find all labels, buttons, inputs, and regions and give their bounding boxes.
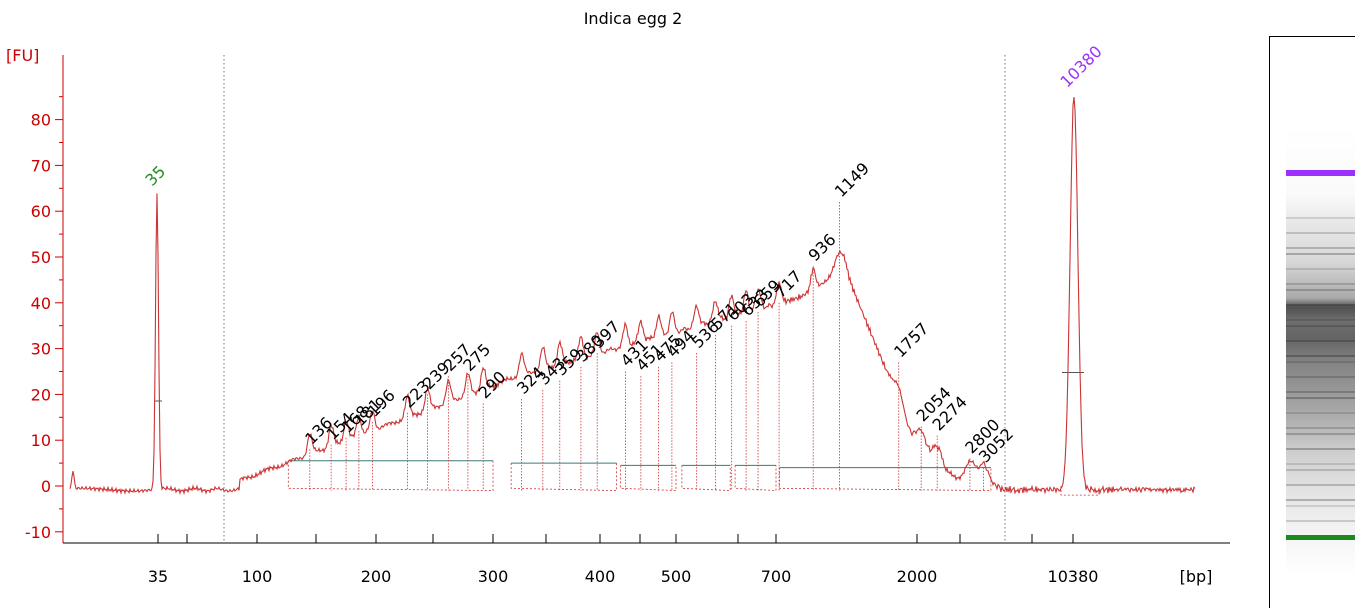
x-tick-label: 35 bbox=[148, 567, 168, 586]
gel-band-striation bbox=[1286, 376, 1355, 378]
smear-region-outline bbox=[620, 465, 677, 491]
gel-band-striation bbox=[1286, 340, 1355, 342]
gel-smear bbox=[1286, 127, 1355, 577]
y-tick-label: 60 bbox=[31, 202, 51, 221]
x-tick-label: 2000 bbox=[897, 567, 938, 586]
marker-region-outline bbox=[1060, 486, 1100, 496]
gel-band-striation bbox=[1286, 520, 1355, 522]
y-tick-label: 30 bbox=[31, 340, 51, 359]
x-tick-label: 500 bbox=[661, 567, 692, 586]
electropherogram-chart: Indica egg 2 [FU] [bp] -10 0 10 20 30 40 50 60 7… bbox=[6, 9, 1230, 586]
gel-band-striation bbox=[1286, 361, 1355, 363]
y-axis-label: [FU] bbox=[6, 46, 39, 65]
peak-label: 936 bbox=[805, 230, 840, 265]
gel-lower-marker-band bbox=[1286, 535, 1355, 540]
x-tick-label: 300 bbox=[478, 567, 509, 586]
lower-marker-label: 35 bbox=[141, 162, 169, 190]
gel-band-striation bbox=[1286, 499, 1355, 501]
y-tick-label: 20 bbox=[31, 385, 51, 404]
smear-region-outline bbox=[287, 460, 494, 491]
x-tick-label: 100 bbox=[242, 567, 273, 586]
signal-trace bbox=[69, 97, 1196, 496]
smear-region-outline bbox=[734, 465, 777, 492]
gel-band-striation bbox=[1286, 232, 1355, 234]
gel-band-striation bbox=[1286, 253, 1355, 255]
gel-band-striation bbox=[1286, 268, 1355, 270]
smear-region-outline bbox=[510, 463, 618, 491]
gel-band-striation bbox=[1286, 319, 1355, 321]
gel-band-striation bbox=[1286, 283, 1355, 285]
axes: -10 0 10 20 30 40 50 60 70 80 35 100 200 300 400 500 700… bbox=[25, 55, 1230, 586]
gel-lane bbox=[1286, 127, 1355, 577]
gel-band-striation bbox=[1286, 304, 1355, 306]
gel-band-striation bbox=[1286, 217, 1355, 219]
smear-region-outline bbox=[681, 465, 731, 491]
marker-labels: 35 10380 bbox=[141, 42, 1105, 190]
upper-marker-label: 10380 bbox=[1056, 42, 1105, 91]
x-tick-label: 200 bbox=[361, 567, 392, 586]
y-tick-label: 70 bbox=[31, 156, 51, 175]
gel-band-striation bbox=[1286, 391, 1355, 393]
gel-lane-frame bbox=[1269, 36, 1355, 608]
y-tick-label: 0 bbox=[41, 477, 51, 496]
x-tick-label: 700 bbox=[761, 567, 792, 586]
gel-band-striation bbox=[1286, 484, 1355, 486]
gel-band-striation bbox=[1286, 427, 1355, 429]
gel-band-striation bbox=[1286, 463, 1355, 465]
chart-title: Indica egg 2 bbox=[584, 9, 683, 28]
smear-regions bbox=[154, 371, 1100, 496]
gel-band-striation bbox=[1286, 355, 1355, 357]
gel-band-striation bbox=[1286, 448, 1355, 450]
y-tick-label: 80 bbox=[31, 111, 51, 130]
gel-band-striation bbox=[1286, 505, 1355, 507]
peak-droplines bbox=[309, 202, 984, 491]
gel-band-striation bbox=[1286, 289, 1355, 291]
y-tick-label: 50 bbox=[31, 248, 51, 267]
x-tick-label: 10380 bbox=[1048, 567, 1099, 586]
y-tick-label: -10 bbox=[25, 523, 51, 542]
gel-band-striation bbox=[1286, 469, 1355, 471]
gel-band-striation bbox=[1286, 247, 1355, 249]
smear-region-outline bbox=[779, 467, 992, 491]
peak-label: 1149 bbox=[831, 159, 873, 201]
gel-band-striation bbox=[1286, 325, 1355, 327]
peak-label: 1757 bbox=[890, 319, 932, 361]
gel-band-striation bbox=[1286, 397, 1355, 399]
y-tick-label: 10 bbox=[31, 431, 51, 450]
ladder-window-lines bbox=[223, 55, 1006, 543]
x-tick-label: 400 bbox=[585, 567, 616, 586]
gel-band-striation bbox=[1286, 433, 1355, 435]
y-tick-label: 40 bbox=[31, 294, 51, 313]
peak-label: 290 bbox=[475, 367, 510, 402]
x-axis-label: [bp] bbox=[1180, 567, 1213, 586]
gel-band-striation bbox=[1286, 412, 1355, 414]
gel-upper-marker-band bbox=[1286, 170, 1355, 176]
